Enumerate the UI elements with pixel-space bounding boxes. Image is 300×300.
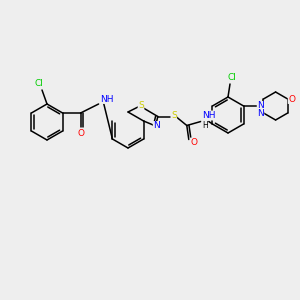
Text: O: O bbox=[190, 138, 197, 147]
Text: NH: NH bbox=[100, 94, 114, 103]
Text: N: N bbox=[153, 122, 160, 130]
Text: N: N bbox=[257, 109, 264, 118]
Text: N: N bbox=[257, 101, 264, 110]
Text: O: O bbox=[288, 94, 295, 103]
Text: Cl: Cl bbox=[34, 79, 43, 88]
Text: S: S bbox=[138, 101, 144, 110]
Text: Cl: Cl bbox=[228, 73, 236, 82]
Text: H: H bbox=[202, 121, 208, 130]
Text: NH: NH bbox=[202, 111, 215, 120]
Text: O: O bbox=[77, 130, 84, 139]
Text: S: S bbox=[171, 111, 177, 120]
